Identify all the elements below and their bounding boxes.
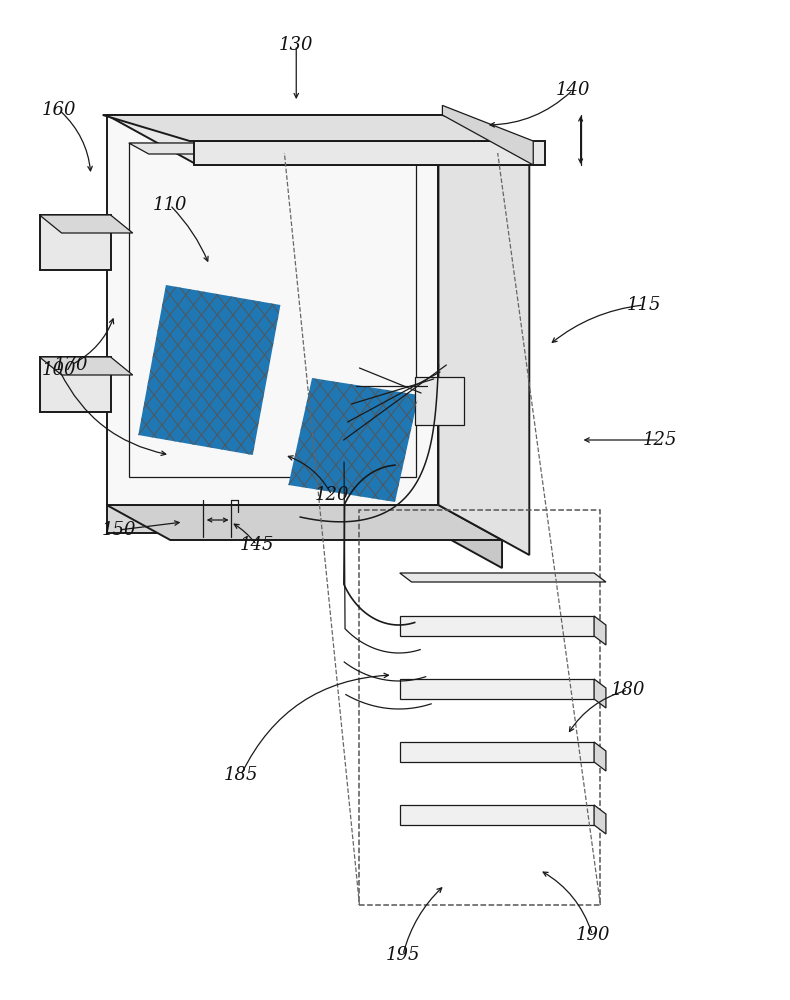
Text: 140: 140 (555, 81, 590, 99)
Polygon shape (400, 573, 606, 582)
FancyArrowPatch shape (544, 872, 592, 932)
Polygon shape (438, 505, 502, 568)
Polygon shape (594, 679, 606, 708)
Text: 145: 145 (239, 536, 274, 554)
Polygon shape (415, 377, 464, 425)
FancyArrowPatch shape (61, 372, 166, 455)
Polygon shape (107, 115, 438, 505)
Text: 120: 120 (314, 486, 349, 504)
Text: 125: 125 (642, 431, 677, 449)
Polygon shape (442, 105, 533, 165)
Text: 150: 150 (101, 521, 136, 539)
Text: 195: 195 (386, 946, 420, 964)
Polygon shape (594, 805, 606, 834)
Polygon shape (400, 742, 594, 762)
Polygon shape (107, 505, 438, 533)
Polygon shape (138, 285, 280, 455)
Polygon shape (194, 141, 545, 165)
Polygon shape (40, 357, 111, 412)
Polygon shape (400, 679, 594, 699)
FancyArrowPatch shape (121, 521, 179, 530)
FancyArrowPatch shape (62, 112, 92, 171)
Polygon shape (438, 115, 529, 555)
Text: 180: 180 (611, 681, 645, 699)
Polygon shape (288, 378, 419, 502)
Polygon shape (594, 616, 606, 645)
Polygon shape (129, 143, 436, 154)
Text: 130: 130 (279, 36, 314, 54)
FancyArrowPatch shape (552, 305, 641, 342)
Polygon shape (40, 215, 111, 270)
FancyArrowPatch shape (235, 524, 255, 543)
Polygon shape (107, 115, 529, 165)
Text: 170: 170 (54, 356, 88, 374)
Text: 110: 110 (152, 196, 187, 214)
FancyArrowPatch shape (570, 691, 626, 731)
Polygon shape (40, 215, 133, 233)
FancyArrowPatch shape (243, 673, 389, 773)
FancyArrowPatch shape (288, 456, 330, 493)
Text: 160: 160 (42, 101, 77, 119)
Polygon shape (103, 115, 529, 141)
Text: 100: 100 (42, 361, 77, 379)
FancyArrowPatch shape (490, 92, 570, 127)
Text: 185: 185 (224, 766, 258, 784)
Polygon shape (594, 742, 606, 771)
FancyArrowPatch shape (294, 48, 299, 98)
FancyArrowPatch shape (171, 207, 208, 261)
Text: 190: 190 (575, 926, 610, 944)
FancyArrowPatch shape (73, 319, 114, 364)
Polygon shape (400, 805, 594, 825)
Polygon shape (40, 357, 133, 375)
Text: 115: 115 (626, 296, 661, 314)
FancyArrowPatch shape (585, 438, 656, 442)
Polygon shape (107, 505, 502, 540)
Polygon shape (400, 616, 594, 636)
FancyArrowPatch shape (404, 888, 442, 952)
